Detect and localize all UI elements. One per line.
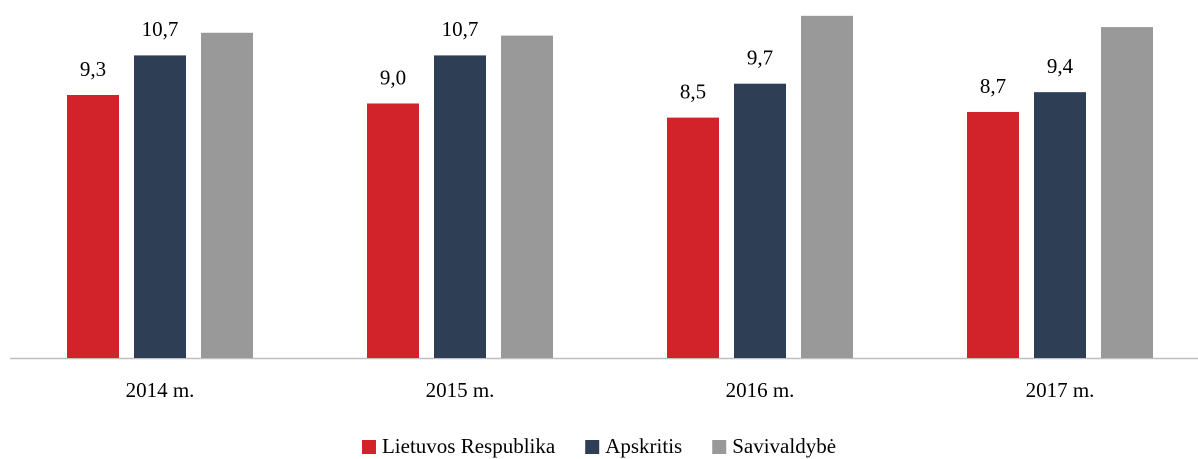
bar [734,83,786,359]
legend-label: Apskritis [605,434,682,458]
data-label: 9,7 [747,45,773,69]
data-label: 10,7 [442,17,479,41]
bar [67,94,119,358]
legend-swatch [585,440,600,454]
legend-label: Savivaldybė [732,434,836,458]
bar [134,55,186,359]
data-label: 9,3 [80,57,106,81]
legend-swatch [712,440,727,454]
x-tick-label: 2014 m. [126,378,195,402]
legend-label: Lietuvos Respublika [382,434,556,458]
bar [967,111,1019,359]
bar [1034,92,1086,358]
bar [501,35,553,358]
bar [434,55,486,359]
x-tick-label: 2015 m. [426,378,495,402]
bar [801,15,853,358]
legend-swatch [361,440,376,454]
bar [1101,27,1153,359]
data-label: 8,5 [680,79,706,103]
x-tick-label: 2016 m. [726,378,795,402]
data-label: 8,7 [980,74,1006,98]
data-label: 9,4 [1047,54,1074,78]
bar [367,103,419,358]
bar [201,32,253,358]
bar [667,117,719,359]
data-label: 9,0 [380,65,406,89]
data-label: 10,7 [142,17,179,41]
x-tick-label: 2017 m. [1026,378,1095,402]
